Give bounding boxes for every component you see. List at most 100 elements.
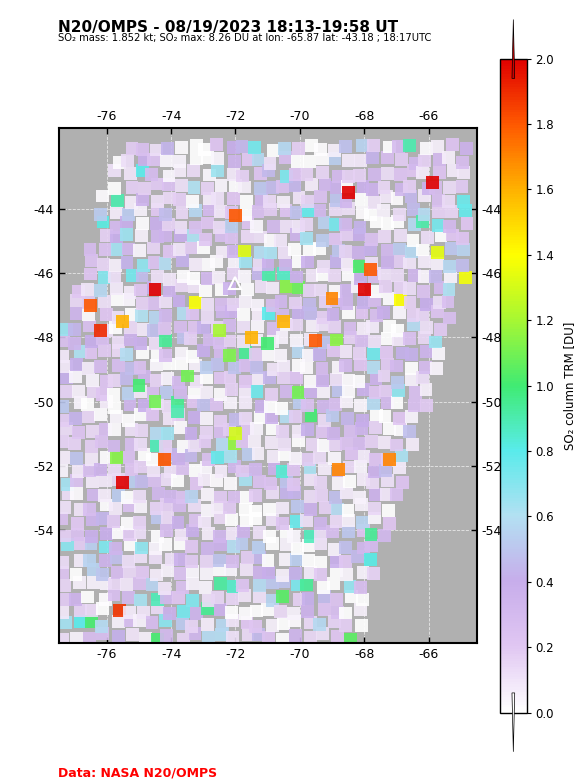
Bar: [368, 270, 381, 283]
Bar: [125, 438, 138, 451]
Bar: [364, 208, 377, 222]
Bar: [304, 503, 317, 516]
Bar: [174, 222, 187, 234]
Bar: [302, 204, 315, 218]
Bar: [69, 594, 82, 606]
Bar: [146, 616, 159, 629]
Bar: [136, 269, 149, 282]
Bar: [85, 440, 98, 453]
Bar: [345, 590, 357, 603]
Bar: [98, 271, 111, 284]
Bar: [345, 447, 357, 460]
Bar: [100, 229, 113, 242]
Bar: [432, 218, 445, 232]
Bar: [176, 280, 188, 292]
Bar: [198, 473, 211, 486]
Bar: [190, 152, 203, 164]
Bar: [160, 525, 173, 537]
Bar: [199, 283, 212, 297]
Bar: [343, 475, 356, 488]
Bar: [133, 244, 146, 257]
Bar: [302, 539, 315, 552]
Bar: [391, 192, 404, 205]
Bar: [342, 269, 355, 281]
Bar: [240, 563, 253, 576]
Bar: [279, 151, 292, 164]
Bar: [318, 216, 331, 229]
Bar: [301, 399, 314, 412]
Bar: [252, 308, 265, 320]
Bar: [188, 321, 201, 334]
Bar: [314, 143, 327, 156]
Bar: [99, 577, 112, 590]
Bar: [309, 334, 322, 347]
Bar: [302, 243, 315, 256]
Bar: [201, 543, 214, 555]
Bar: [403, 332, 416, 345]
Bar: [317, 311, 330, 324]
Bar: [146, 453, 159, 466]
Bar: [176, 206, 188, 219]
Bar: [382, 504, 395, 518]
Bar: [86, 513, 99, 526]
Bar: [365, 233, 378, 246]
Bar: [403, 283, 416, 295]
Bar: [181, 370, 194, 382]
Bar: [228, 255, 241, 268]
Bar: [369, 488, 382, 501]
Bar: [185, 620, 198, 633]
Bar: [431, 305, 444, 318]
Bar: [245, 331, 258, 344]
Bar: [94, 408, 107, 421]
Bar: [261, 258, 274, 271]
Bar: [161, 511, 174, 525]
Bar: [95, 620, 108, 633]
Bar: [291, 155, 304, 168]
Bar: [432, 205, 445, 218]
Bar: [419, 321, 432, 334]
Bar: [202, 334, 215, 346]
Bar: [172, 376, 185, 388]
Bar: [186, 307, 199, 320]
Bar: [134, 204, 147, 216]
Bar: [216, 305, 229, 319]
Bar: [301, 514, 314, 526]
Bar: [340, 395, 353, 409]
Bar: [71, 465, 84, 478]
Bar: [443, 312, 456, 324]
Bar: [125, 464, 137, 476]
Bar: [264, 157, 277, 170]
Bar: [68, 323, 81, 337]
Bar: [342, 514, 355, 527]
Bar: [300, 579, 313, 591]
Bar: [174, 320, 187, 334]
Bar: [135, 283, 147, 297]
Bar: [314, 190, 327, 203]
Bar: [261, 337, 274, 350]
Bar: [377, 370, 390, 382]
Bar: [122, 591, 135, 604]
Bar: [150, 427, 163, 440]
Bar: [188, 411, 201, 424]
Bar: [404, 296, 417, 309]
Bar: [288, 179, 301, 192]
Bar: [381, 396, 394, 410]
Bar: [339, 139, 352, 153]
Bar: [70, 359, 83, 371]
Bar: [305, 409, 318, 421]
Bar: [213, 324, 226, 337]
Bar: [357, 525, 370, 537]
Bar: [126, 142, 139, 155]
Bar: [172, 408, 185, 421]
Bar: [290, 371, 303, 384]
Bar: [152, 601, 164, 614]
Bar: [267, 363, 280, 376]
Bar: [292, 306, 305, 319]
Bar: [355, 193, 368, 207]
Bar: [342, 170, 355, 182]
Bar: [287, 464, 300, 476]
Bar: [381, 453, 394, 466]
Bar: [405, 410, 418, 423]
Bar: [83, 319, 96, 333]
Bar: [240, 616, 253, 629]
